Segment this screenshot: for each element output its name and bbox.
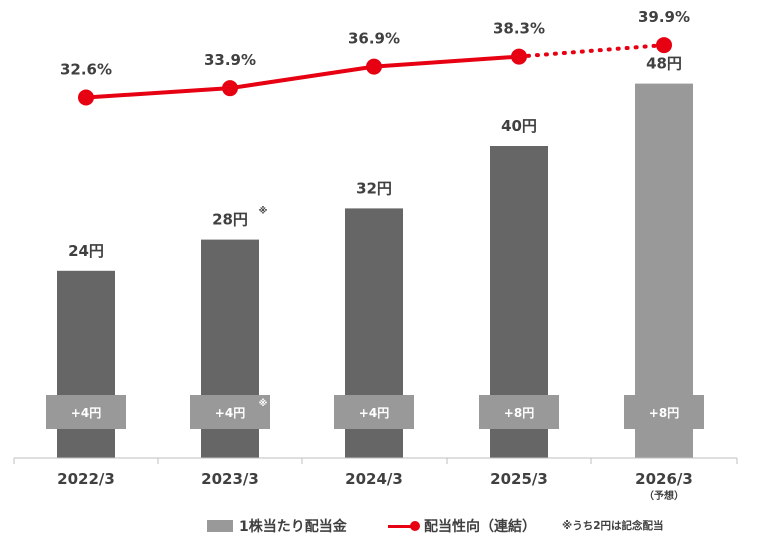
increase-badges-layer: +4円 +4円 ※ +4円 +8円 +8円: [46, 395, 704, 429]
increase-badge-label: +8円: [649, 406, 679, 420]
legend-note: ※うち2円は記念配当: [562, 520, 664, 532]
payout-ratio-point: [366, 58, 382, 75]
payout-ratio-line-layer: [78, 37, 672, 106]
legend-item-dividend: 1株当たり配当金: [207, 514, 347, 538]
x-tick-label: 2025/3: [490, 470, 548, 488]
increase-badge-label: +8円: [504, 406, 534, 420]
x-tick-label: 2026/3: [635, 470, 693, 488]
payout-ratio-label: 32.6%: [60, 61, 112, 79]
x-tick-label: 2024/3: [345, 470, 403, 488]
payout-ratio-label: 36.9%: [348, 30, 400, 48]
increase-badge: [190, 395, 270, 429]
x-axis: 2022/3 2023/3 2024/3 2025/3 2026/3（予想）: [13, 457, 738, 502]
payout-ratio-label: 39.9%: [638, 8, 690, 26]
x-tick-label: 2023/3: [201, 470, 259, 488]
bar-value-note-mark: ※: [259, 206, 268, 217]
bar-value-label: 24円: [68, 242, 104, 260]
labels-layer: 24円 28円 ※ 32円 40円 48円 32.6% 33.9% 36.9% 38.3% 39.9…: [60, 8, 690, 260]
payout-ratio-label: 38.3%: [493, 20, 545, 38]
legend-swatch-line: [388, 520, 420, 532]
increase-badge: [334, 395, 414, 429]
payout-ratio-point: [222, 80, 238, 97]
legend-swatch-bar: [207, 520, 233, 532]
x-tick-sublabel: （予想）: [644, 489, 684, 502]
bar-value-label: 40円: [501, 117, 537, 135]
increase-badge: [479, 395, 559, 429]
dividend-chart: +4円 +4円 ※ +4円 +8円 +8円 2022/3 2023/3 2024/3 2025/…: [13, 8, 738, 502]
increase-badge-label: +4円: [359, 406, 389, 420]
legend-item-payout: 配当性向（連結）: [388, 514, 536, 538]
dividend-bar: [57, 270, 115, 458]
payout-ratio-line-dotted: [517, 43, 666, 59]
increase-badge-note-mark: ※: [259, 398, 268, 409]
increase-badge: [624, 395, 704, 429]
x-tick-label: 2022/3: [57, 470, 115, 488]
payout-ratio-point: [656, 37, 672, 54]
payout-ratio-label: 33.9%: [204, 51, 256, 69]
legend: 1株当たり配当金 配当性向（連結） ※うち2円は記念配当: [0, 514, 760, 538]
increase-badge-label: +4円: [71, 406, 101, 420]
bar-value-label: 48円: [646, 55, 682, 73]
bar-value-label: 32円: [356, 179, 392, 197]
increase-badge: [46, 395, 126, 429]
payout-ratio-point: [511, 48, 527, 65]
legend-label-dividend: 1株当たり配当金: [239, 519, 347, 535]
increase-badge-label: +4円: [215, 406, 245, 420]
payout-ratio-point: [78, 89, 94, 106]
legend-label-payout: 配当性向（連結）: [424, 519, 536, 535]
payout-ratio-line-solid: [84, 54, 521, 100]
bar-value-label: 28円: [212, 211, 248, 229]
